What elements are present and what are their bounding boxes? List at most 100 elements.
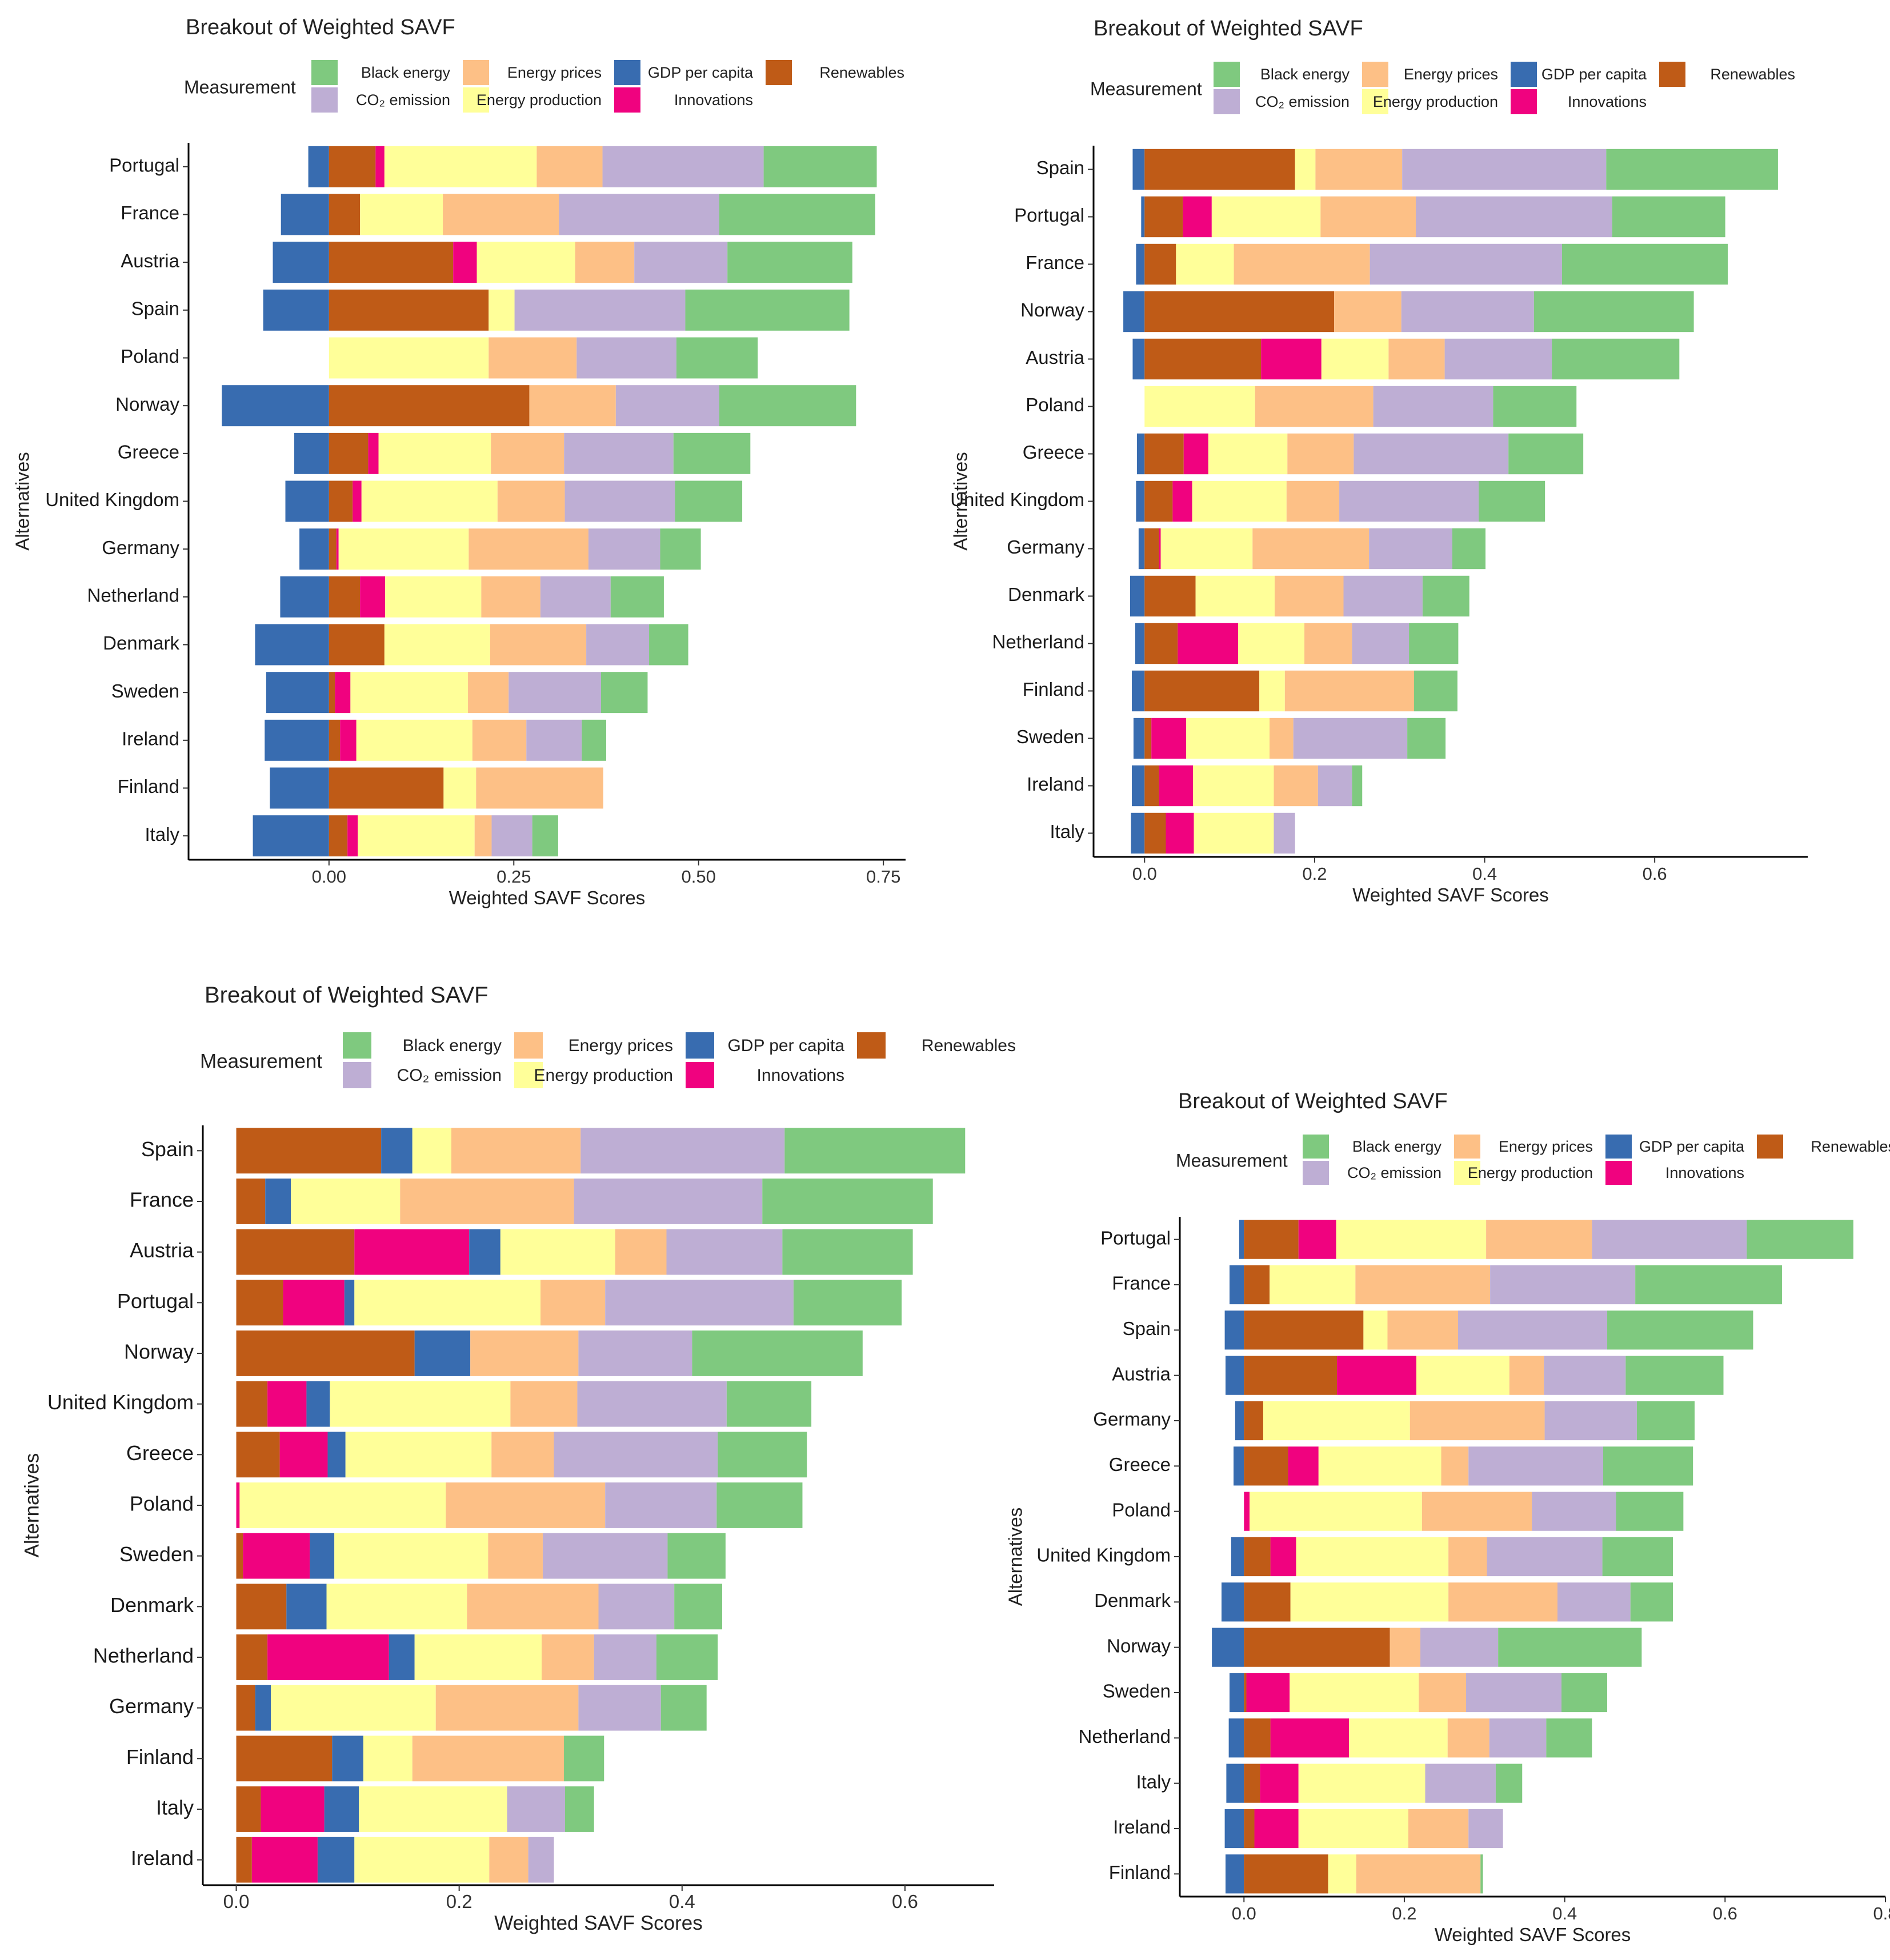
bar-united-kingdom-eprod: [361, 480, 498, 522]
bar-spain-gdp: [1132, 149, 1145, 190]
bar-portugal-black: [1747, 1220, 1853, 1259]
legend-label-co2: CO₂ emission: [397, 1066, 502, 1085]
bar-netherland-innov: [267, 1634, 389, 1680]
category-label-greece: Greece: [118, 442, 179, 463]
bar-germany-eprice: [1410, 1401, 1545, 1441]
bar-united-kingdom-black: [726, 1381, 812, 1427]
bar-germany-black: [1452, 528, 1486, 570]
bar-netherland-co2: [1352, 623, 1410, 664]
bar-finland-renew: [1144, 670, 1260, 712]
bar-italy-eprod: [1194, 812, 1274, 854]
bar-united-kingdom-eprice: [510, 1381, 578, 1427]
x-tick-label: 0.2: [1392, 1903, 1416, 1923]
bar-netherland-black: [656, 1634, 718, 1680]
bar-norway-co2: [1420, 1628, 1499, 1667]
legend-label-eprice: Energy prices: [568, 1036, 673, 1055]
category-label-france: France: [130, 1188, 194, 1212]
bar-spain-eprice: [1387, 1310, 1458, 1350]
legend-label-gdp: GDP per capita: [1639, 1138, 1745, 1155]
x-tick-label: 0.00: [312, 867, 346, 887]
bar-portugal-innov: [283, 1280, 345, 1326]
bar-denmark-eprice: [490, 624, 587, 666]
bar-germany-co2: [578, 1685, 661, 1731]
chart-title: Breakout of Weighted SAVF: [1178, 1089, 1448, 1113]
bar-norway-black: [1498, 1628, 1642, 1667]
bar-denmark-black: [649, 624, 688, 666]
bar-norway-eprice: [1390, 1628, 1421, 1667]
category-label-finland: Finland: [126, 1745, 194, 1769]
legend-swatch-renew: [1659, 62, 1685, 87]
category-label-norway: Norway: [1107, 1635, 1171, 1656]
bar-poland-co2: [1373, 386, 1493, 427]
bar-denmark-eprod: [1290, 1582, 1449, 1622]
category-label-germany: Germany: [1007, 536, 1084, 558]
bar-france-gdp: [1230, 1265, 1244, 1305]
bar-netherland-renew: [1244, 1718, 1271, 1758]
category-label-finland: Finland: [118, 776, 179, 797]
bar-united-kingdom-co2: [577, 1381, 727, 1427]
category-label-italy: Italy: [156, 1796, 194, 1819]
bar-spain-black: [1606, 149, 1778, 190]
bar-italy-innov: [347, 815, 358, 857]
bar-ireland-black: [1352, 765, 1363, 807]
bar-ireland-innov: [340, 719, 357, 761]
bar-france-co2: [1370, 243, 1562, 285]
bar-italy-gdp: [1131, 812, 1145, 854]
legend-title: Measurement: [184, 77, 296, 97]
bar-greece-eprice: [1287, 433, 1354, 475]
bar-portugal-eprod: [1211, 196, 1321, 238]
bar-united-kingdom-black: [1479, 480, 1545, 522]
bar-greece-black: [718, 1432, 807, 1478]
bar-italy-renew: [236, 1786, 261, 1832]
chart-title: Breakout of Weighted SAVF: [1094, 17, 1363, 41]
legend-swatch-gdp: [1605, 1135, 1632, 1159]
y-axis-title: Alternatives: [21, 1453, 43, 1558]
x-tick-label: 0.0: [223, 1891, 250, 1912]
bar-denmark-co2: [598, 1584, 675, 1630]
category-label-germany: Germany: [102, 537, 179, 558]
bar-netherland-co2: [540, 576, 611, 618]
bar-germany-co2: [1544, 1401, 1637, 1441]
legend-swatch-black: [1303, 1135, 1329, 1159]
category-label-united-kingdom: United Kingdom: [1036, 1545, 1171, 1566]
bar-italy-renew: [1244, 1763, 1260, 1803]
bar-poland-eprod: [1144, 386, 1255, 427]
bar-germany-gdp: [1138, 528, 1145, 570]
bar-greece-innov: [1288, 1446, 1319, 1486]
bar-united-kingdom-gdp: [1231, 1537, 1244, 1577]
bar-spain-eprod: [1295, 149, 1316, 190]
x-tick-label: 0.6: [1643, 864, 1667, 884]
x-tick-label: 0.2: [446, 1891, 472, 1912]
bar-austria-eprice: [1509, 1356, 1544, 1395]
bar-portugal-black: [763, 146, 877, 187]
legend-swatch-co2: [1303, 1161, 1329, 1185]
y-axis-title: Alternatives: [1005, 1508, 1026, 1606]
bar-france-eprice: [1234, 243, 1370, 285]
bar-germany-renew: [1244, 1401, 1263, 1441]
legend-swatch-innov: [686, 1062, 714, 1088]
category-label-portugal: Portugal: [1100, 1227, 1171, 1248]
bar-united-kingdom-gdp: [1136, 480, 1145, 522]
category-label-italy: Italy: [1050, 821, 1084, 842]
bar-netherland-black: [1409, 623, 1459, 664]
bar-ireland-eprice: [472, 719, 527, 761]
bar-denmark-gdp: [1130, 575, 1145, 617]
bar-netherland-co2: [1489, 1718, 1547, 1758]
y-axis-title: Alternatives: [950, 452, 971, 550]
bar-germany-renew: [329, 528, 337, 570]
legend-swatch-co2: [311, 87, 338, 113]
bar-austria-co2: [634, 242, 728, 283]
bar-spain-renew: [236, 1128, 382, 1174]
bar-greece-black: [1603, 1446, 1693, 1486]
bar-germany-eprod: [270, 1685, 436, 1731]
bar-greece-co2: [1354, 433, 1509, 475]
legend-label-co2: CO₂ emission: [1347, 1164, 1441, 1181]
bar-germany-gdp: [255, 1685, 271, 1731]
bar-greece-renew: [1144, 433, 1184, 475]
bar-italy-co2: [1274, 812, 1295, 854]
bar-france-eprod: [1176, 243, 1234, 285]
bar-poland-black: [1493, 386, 1577, 427]
category-label-netherland: Netherland: [992, 631, 1084, 652]
bar-united-kingdom-eprod: [1296, 1537, 1449, 1577]
legend-label-co2: CO₂ emission: [356, 91, 450, 109]
